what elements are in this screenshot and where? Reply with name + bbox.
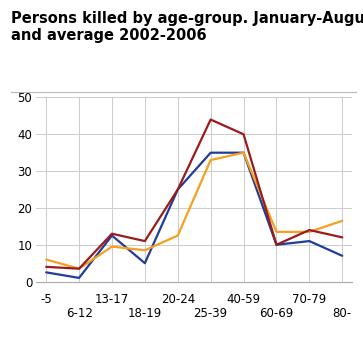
Line: 2002-2006: 2002-2006 [46, 119, 342, 269]
2002-2006 [340, 235, 344, 240]
2006 [44, 257, 48, 262]
2005 [44, 270, 48, 274]
2006 [77, 266, 81, 271]
Legend: 2005, 2006, 2002-2006: 2005, 2006, 2002-2006 [42, 358, 315, 361]
2005 [307, 239, 311, 243]
Line: 2005: 2005 [46, 153, 342, 278]
2002-2006 [274, 243, 279, 247]
2005 [77, 276, 81, 280]
2005 [340, 254, 344, 258]
Text: 6-12: 6-12 [66, 306, 93, 319]
2006 [208, 158, 213, 162]
2005 [110, 234, 114, 238]
Text: 25-39: 25-39 [193, 306, 228, 319]
Line: 2006: 2006 [46, 153, 342, 269]
2005 [143, 261, 147, 265]
Text: 60-69: 60-69 [259, 306, 294, 319]
2002-2006 [208, 117, 213, 122]
2006 [340, 219, 344, 223]
2002-2006 [77, 266, 81, 271]
2002-2006 [143, 239, 147, 243]
2006 [110, 244, 114, 249]
2006 [143, 248, 147, 252]
2006 [307, 230, 311, 234]
2006 [241, 151, 246, 155]
Text: 70-79: 70-79 [292, 293, 326, 306]
2005 [208, 151, 213, 155]
Text: 18-19: 18-19 [128, 306, 162, 319]
Text: Persons killed by age-group. January-August. 2005-2006
and average 2002-2006: Persons killed by age-group. January-Aug… [11, 11, 363, 43]
2005 [176, 187, 180, 192]
2002-2006 [110, 231, 114, 236]
Text: -5: -5 [40, 293, 52, 306]
Text: 40-59: 40-59 [227, 293, 261, 306]
2002-2006 [44, 265, 48, 269]
2005 [241, 151, 246, 155]
2002-2006 [241, 132, 246, 136]
2002-2006 [307, 228, 311, 232]
2005 [274, 243, 279, 247]
Text: 20-24: 20-24 [161, 293, 195, 306]
2006 [176, 234, 180, 238]
Text: 80-: 80- [333, 306, 352, 319]
2002-2006 [176, 187, 180, 192]
2006 [274, 230, 279, 234]
Text: 13-17: 13-17 [95, 293, 129, 306]
